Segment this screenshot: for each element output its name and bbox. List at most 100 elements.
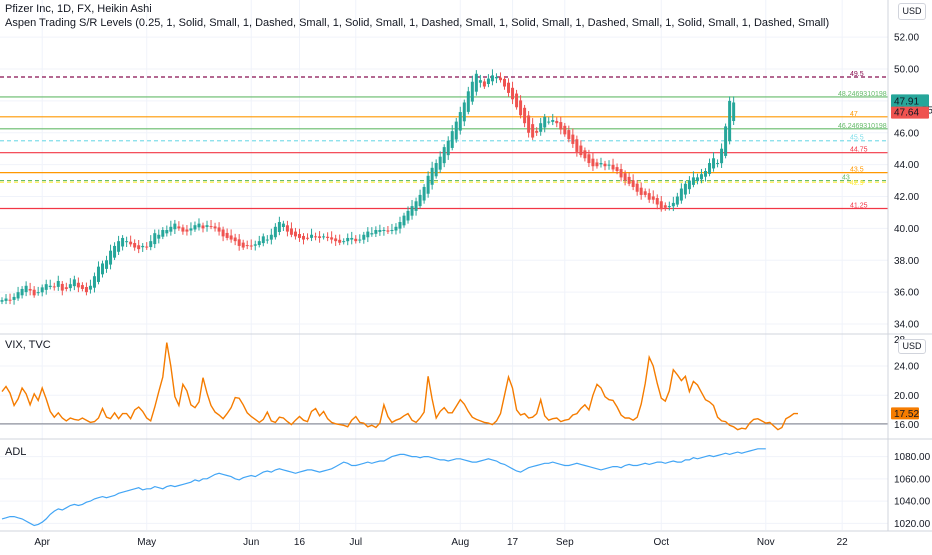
candle-body: [671, 202, 675, 207]
prev-price-badge: [891, 106, 929, 119]
candle-body: [559, 122, 563, 130]
candle-body: [181, 227, 185, 232]
candle-body: [289, 228, 293, 235]
candle-body: [527, 115, 531, 133]
candle-body: [237, 239, 241, 246]
price-tick-label: 44.00: [894, 160, 919, 171]
candle-body: [185, 229, 189, 232]
vix-series-line: [1, 342, 798, 431]
candle-body: [117, 241, 121, 252]
candle-body: [76, 282, 80, 288]
adl-tick-label: 1040.00: [894, 497, 931, 508]
candle-body: [511, 87, 515, 100]
time-tick-label: 17: [507, 537, 519, 548]
adl-tick-label: 1020.00: [894, 519, 931, 530]
candle-body: [60, 283, 64, 291]
last-price-label: 47.91: [894, 96, 919, 107]
candle-body: [209, 226, 213, 228]
candle-body: [322, 236, 326, 238]
candle-body: [44, 284, 48, 290]
sr-level-label: 42.9: [850, 180, 864, 187]
candle-body: [699, 174, 703, 180]
adl-legend[interactable]: ADL: [5, 446, 27, 458]
candle-body: [28, 288, 32, 291]
main-legend: Pfizer Inc, 1D, FX, Heikin Ashi Aspen Tr…: [5, 3, 829, 29]
candle-body: [213, 226, 217, 229]
vix-legend[interactable]: VIX, TVC: [5, 339, 51, 351]
candle-body: [402, 215, 406, 226]
candle-body: [631, 180, 635, 187]
candle-body: [36, 292, 40, 294]
candle-body: [346, 237, 350, 242]
candle-body: [466, 91, 470, 112]
candle-body: [639, 187, 643, 195]
sr-level-label: 44.75: [850, 147, 868, 154]
candle-body: [334, 238, 338, 242]
candle-body: [374, 229, 378, 234]
candle-body: [490, 75, 494, 82]
candle-body: [330, 237, 334, 240]
sr-level-label: 46.2469310198: [838, 123, 887, 130]
time-tick-label: Aug: [451, 537, 469, 548]
time-tick-label: Oct: [653, 537, 669, 548]
candle-body: [32, 289, 36, 296]
candle-body: [611, 164, 615, 170]
time-tick-label: Jul: [349, 537, 362, 548]
vix-currency-button[interactable]: USD: [898, 339, 926, 354]
candle-body: [177, 226, 181, 229]
candle-body: [498, 77, 502, 81]
candle-body: [474, 73, 478, 92]
candle-body: [712, 158, 716, 169]
candle-body: [72, 279, 76, 287]
candles-layer: [0, 69, 736, 305]
price-tick-label: 34.00: [894, 320, 919, 331]
candle-body: [109, 250, 113, 265]
candle-body: [418, 194, 422, 207]
candle-body: [486, 78, 490, 84]
candle-body: [482, 81, 486, 87]
candle-body: [615, 167, 619, 172]
candle-body: [470, 81, 474, 102]
candle-body: [422, 186, 426, 201]
candle-body: [531, 124, 535, 138]
candle-body: [543, 116, 547, 128]
candle-body: [241, 242, 245, 248]
candle-body: [539, 123, 543, 132]
currency-button[interactable]: USD: [898, 3, 926, 20]
candle-body: [205, 225, 209, 227]
candle-body: [342, 241, 346, 243]
candle-body: [579, 145, 583, 156]
symbol-title[interactable]: Pfizer Inc, 1D, FX, Heikin Ashi: [5, 3, 152, 15]
candle-body: [704, 171, 707, 177]
candle-body: [687, 180, 691, 190]
candle-body: [442, 147, 446, 164]
candle-body: [635, 183, 639, 192]
sr-level-label: 43: [842, 175, 850, 182]
candle-body: [623, 173, 627, 181]
candle-body: [724, 126, 728, 156]
indicator-title[interactable]: Aspen Trading S/R Levels (0.25, 1, Solid…: [5, 17, 830, 29]
candle-body: [245, 245, 249, 247]
price-tick-label: 42.00: [894, 192, 919, 203]
candle-body: [0, 300, 4, 302]
candle-body: [507, 82, 511, 93]
candle-body: [20, 288, 24, 296]
candle-body: [695, 177, 699, 182]
candle-body: [515, 93, 519, 108]
candle-body: [519, 100, 523, 116]
candle-body: [434, 163, 438, 177]
candle-body: [708, 163, 712, 174]
candle-body: [8, 299, 12, 301]
candle-body: [398, 222, 402, 229]
candle-body: [277, 222, 281, 233]
candle-body: [438, 156, 442, 170]
adl-series-line: [1, 448, 766, 527]
candle-body: [265, 239, 269, 241]
candle-body: [141, 245, 145, 248]
candle-body: [64, 287, 68, 289]
candle-body: [173, 223, 177, 230]
